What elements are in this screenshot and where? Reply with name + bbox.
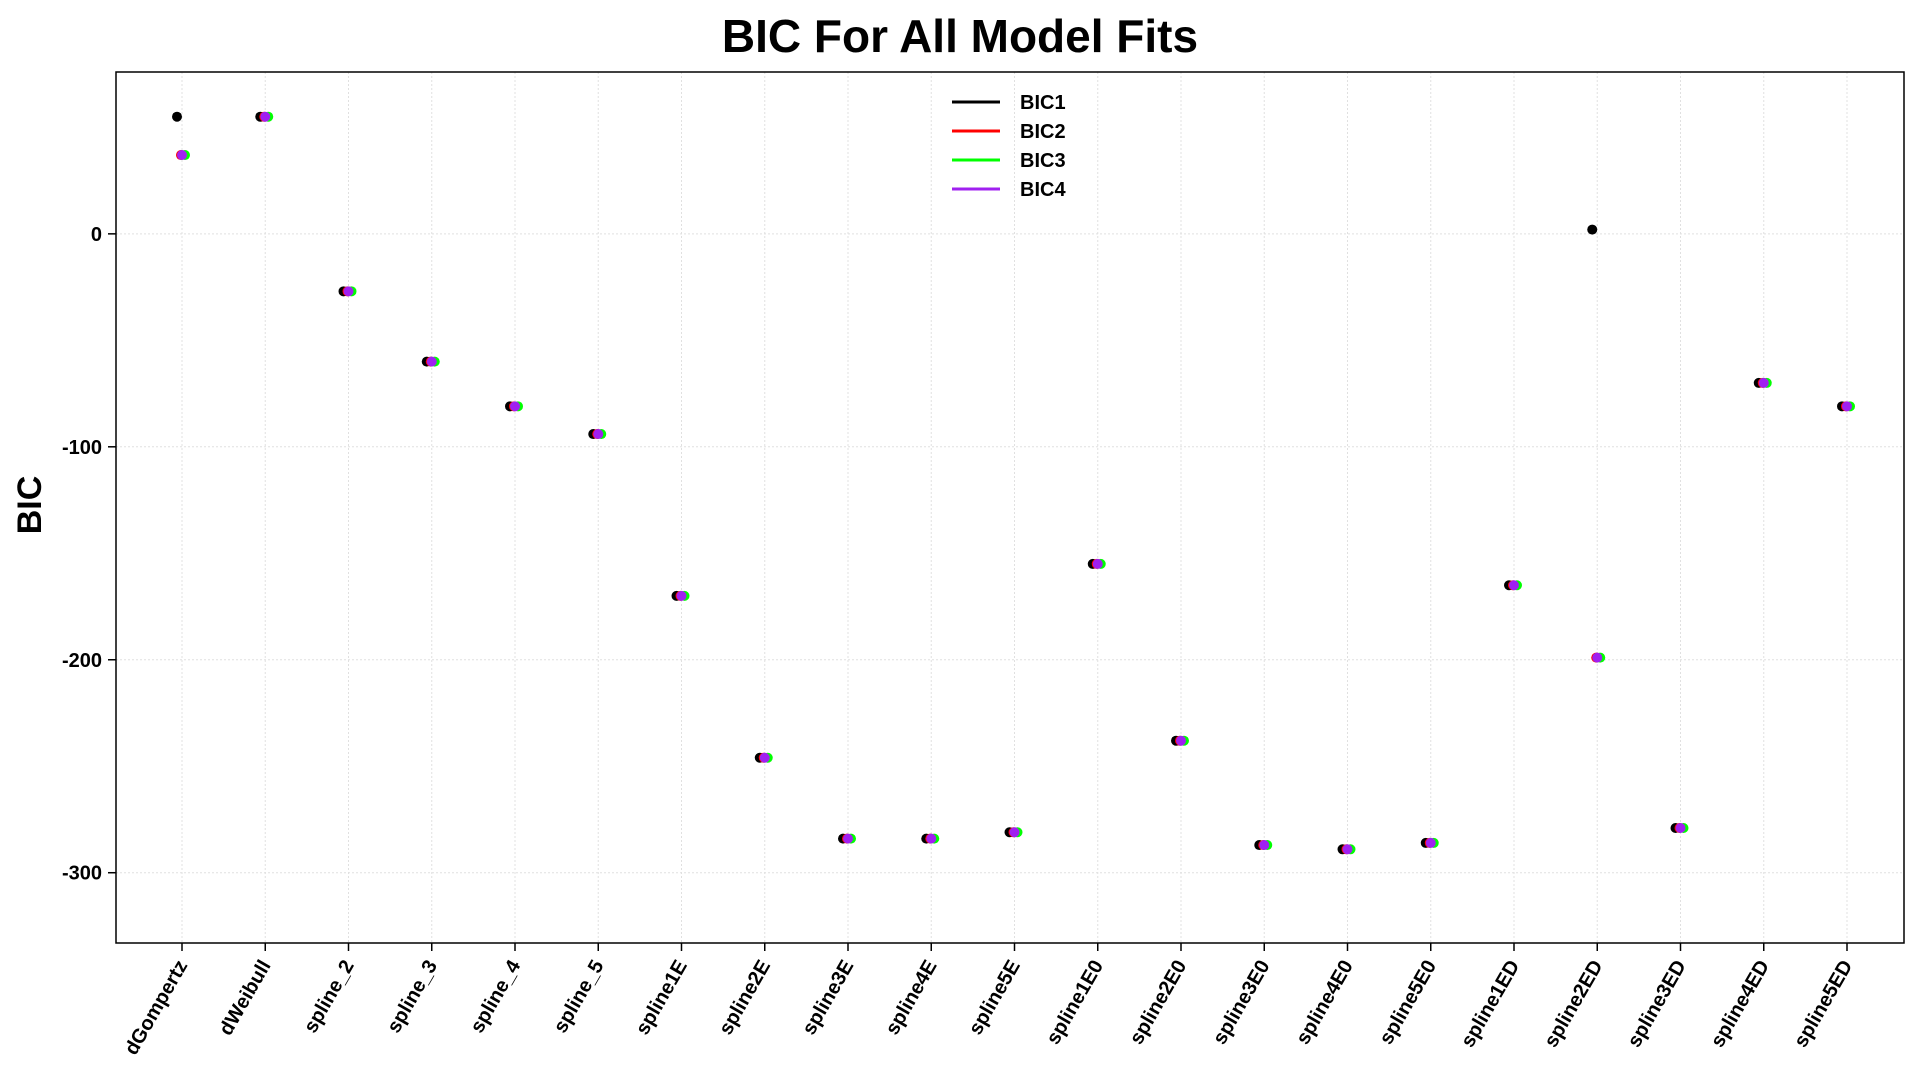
data-point bbox=[1425, 837, 1436, 848]
x-tick-label: spline1E bbox=[632, 957, 692, 1039]
data-point bbox=[1842, 401, 1852, 412]
x-tick-label: spline4E0 bbox=[1292, 957, 1358, 1049]
legend-label-bic3: BIC3 bbox=[1020, 150, 1066, 172]
data-point bbox=[1758, 377, 1769, 388]
data-point bbox=[1009, 827, 1020, 838]
chart-title: BIC For All Model Fits bbox=[722, 10, 1198, 62]
x-tick-label: spline_4 bbox=[466, 956, 526, 1037]
y-tick-label: -100 bbox=[62, 437, 102, 459]
data-point bbox=[260, 111, 271, 122]
data-point bbox=[843, 833, 853, 844]
x-tick-label: spline1ED bbox=[1457, 957, 1524, 1052]
data-point bbox=[1092, 558, 1103, 569]
data-point bbox=[759, 752, 770, 763]
x-tick-label: spline_2 bbox=[300, 957, 359, 1037]
series-bic2 bbox=[176, 111, 1851, 855]
data-point bbox=[1342, 844, 1353, 855]
y-axis-ticks: 0 -100 -200 -300 bbox=[62, 224, 116, 885]
data-point bbox=[1675, 823, 1686, 834]
data-point bbox=[1176, 735, 1186, 746]
data-points bbox=[172, 111, 1855, 855]
legend-label-bic1: BIC1 bbox=[1020, 92, 1066, 114]
data-point bbox=[1509, 580, 1519, 591]
series-bic1 bbox=[172, 111, 1847, 855]
x-tick-label: spline3ED bbox=[1623, 957, 1690, 1052]
data-point bbox=[1592, 652, 1603, 663]
data-point bbox=[593, 429, 604, 440]
data-point bbox=[676, 590, 687, 601]
x-tick-label: spline1E0 bbox=[1042, 957, 1108, 1049]
x-tick-label: spline3E bbox=[798, 957, 858, 1039]
legend-label-bic2: BIC2 bbox=[1020, 121, 1066, 143]
data-point bbox=[426, 356, 437, 367]
x-tick-label: spline_3 bbox=[383, 957, 442, 1037]
y-tick-label: 0 bbox=[91, 224, 102, 246]
series-bic4 bbox=[177, 111, 1852, 855]
x-tick-label: spline5E0 bbox=[1375, 957, 1441, 1049]
x-tick-label: spline3E0 bbox=[1209, 957, 1275, 1049]
x-tick-label: spline_5 bbox=[550, 957, 609, 1037]
x-tick-label: dWeibull bbox=[215, 957, 276, 1040]
x-tick-label: spline4ED bbox=[1707, 957, 1774, 1052]
x-tick-label: spline2E0 bbox=[1126, 957, 1192, 1049]
legend: BIC1 BIC2 BIC3 BIC4 bbox=[952, 92, 1066, 201]
x-tick-label: spline2E bbox=[715, 957, 775, 1039]
data-point bbox=[1587, 224, 1598, 235]
data-point bbox=[177, 150, 187, 161]
data-point bbox=[1259, 840, 1270, 851]
series-bic3 bbox=[180, 111, 1855, 855]
grid-lines bbox=[116, 72, 1904, 943]
x-tick-label: dGompertz bbox=[120, 957, 192, 1059]
data-point bbox=[926, 833, 937, 844]
data-point bbox=[510, 401, 520, 412]
x-axis-ticks: dGompertz dWeibull spline_2 spline_3 spline_… bbox=[120, 943, 1857, 1059]
y-axis-label: BIC bbox=[11, 476, 49, 535]
x-tick-label: spline4E bbox=[881, 957, 941, 1039]
y-tick-label: -300 bbox=[62, 863, 102, 885]
y-tick-label: -200 bbox=[62, 650, 102, 672]
data-point bbox=[172, 111, 182, 122]
x-tick-label: spline2ED bbox=[1540, 957, 1607, 1052]
x-tick-label: spline5ED bbox=[1790, 957, 1857, 1052]
legend-label-bic4: BIC4 bbox=[1020, 179, 1066, 201]
x-tick-label: spline5E bbox=[965, 957, 1025, 1039]
data-point bbox=[343, 286, 354, 297]
plot-frame bbox=[115, 71, 1905, 944]
